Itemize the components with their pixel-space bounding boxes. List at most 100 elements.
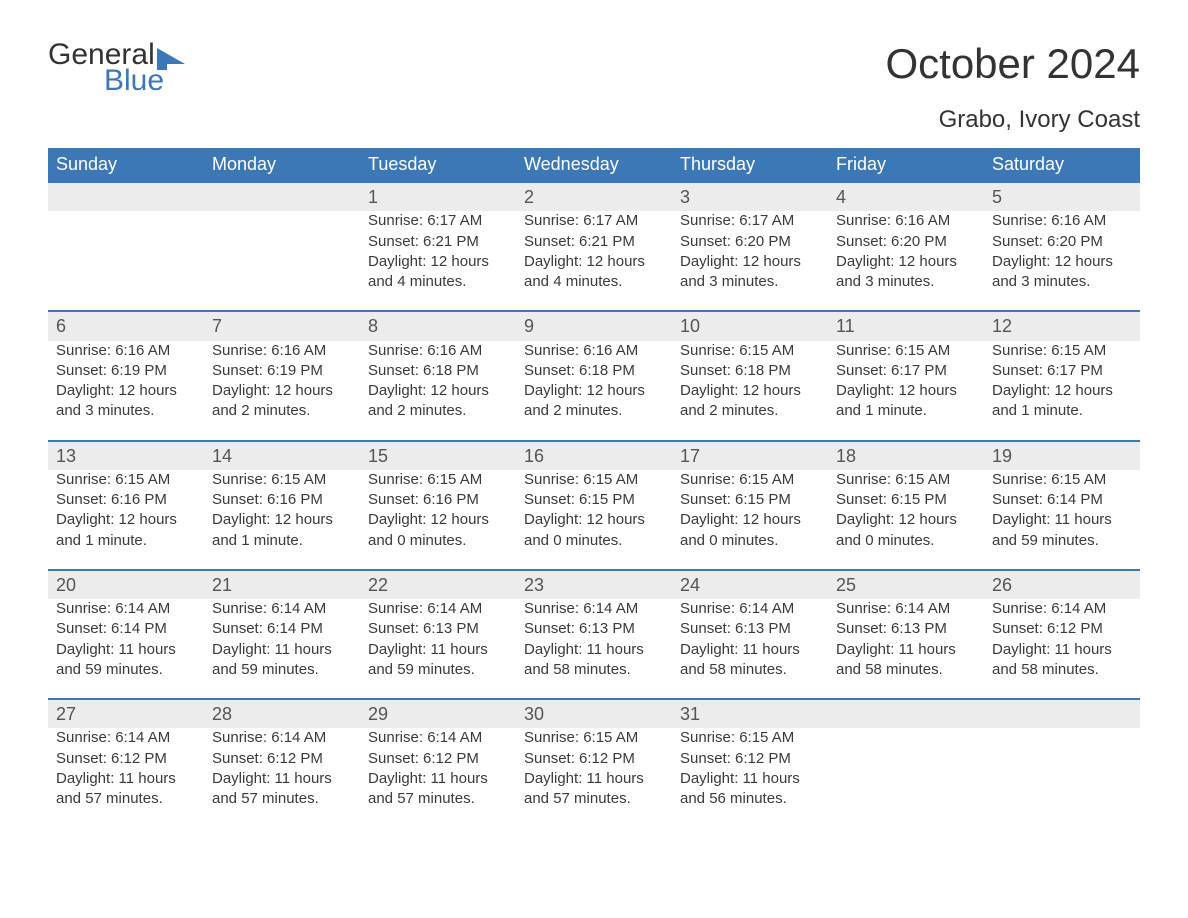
week-body-row: Sunrise: 6:14 AMSunset: 6:12 PMDaylight:…: [48, 728, 1140, 827]
day-number-cell: 11: [828, 311, 984, 340]
daylight-line: Daylight: 11 hours and 59 minutes.: [56, 640, 196, 681]
daylight-line: Daylight: 11 hours and 59 minutes.: [992, 510, 1132, 551]
day-body-cell: Sunrise: 6:14 AMSunset: 6:13 PMDaylight:…: [516, 599, 672, 699]
day-number-cell: [48, 182, 204, 211]
sunset-line: Sunset: 6:13 PM: [368, 619, 508, 639]
day-body-cell: Sunrise: 6:15 AMSunset: 6:17 PMDaylight:…: [828, 341, 984, 441]
sunrise-line: Sunrise: 6:14 AM: [368, 599, 508, 619]
sunrise-line: Sunrise: 6:14 AM: [836, 599, 976, 619]
day-body-cell: Sunrise: 6:14 AMSunset: 6:14 PMDaylight:…: [48, 599, 204, 699]
day-number-cell: 16: [516, 441, 672, 470]
day-number-cell: 3: [672, 182, 828, 211]
week-daynum-row: 12345: [48, 182, 1140, 211]
sunset-line: Sunset: 6:12 PM: [992, 619, 1132, 639]
sunrise-line: Sunrise: 6:16 AM: [56, 341, 196, 361]
sunset-line: Sunset: 6:16 PM: [56, 490, 196, 510]
sunset-line: Sunset: 6:19 PM: [56, 361, 196, 381]
day-body-cell: Sunrise: 6:14 AMSunset: 6:12 PMDaylight:…: [48, 728, 204, 827]
daylight-line: Daylight: 12 hours and 1 minute.: [992, 381, 1132, 422]
daylight-line: Daylight: 12 hours and 1 minute.: [836, 381, 976, 422]
sunset-line: Sunset: 6:15 PM: [524, 490, 664, 510]
week-body-row: Sunrise: 6:14 AM Sunset: 6:14 PM Daylight:…: [48, 599, 1140, 699]
location-label: Grabo, Ivory Coast: [48, 106, 1140, 134]
sunrise-line: Sunrise: 6:17 AM: [368, 211, 508, 231]
daylight-line: Daylight: 11 hours and 58 minutes.: [680, 640, 820, 681]
daylight-line: Daylight: 12 hours and 4 minutes.: [524, 252, 664, 293]
daylight-line: Daylight: 12 hours and 0 minutes.: [680, 510, 820, 551]
day-body-cell: Sunrise: 6:15 AMSunset: 6:16 PMDaylight:…: [48, 470, 204, 570]
daylight-line: Daylight: 12 hours and 2 minutes.: [368, 381, 508, 422]
sunrise-line: Sunrise: 6:14 AM: [992, 599, 1132, 619]
day-number-cell: 10: [672, 311, 828, 340]
day-number-cell: 14: [204, 441, 360, 470]
day-body-cell: Sunrise: 6:15 AMSunset: 6:14 PMDaylight:…: [984, 470, 1140, 570]
day-body-cell: [984, 728, 1140, 827]
day-number-cell: 17: [672, 441, 828, 470]
sunset-line: Sunset: 6:14 PM: [212, 619, 352, 639]
day-number-cell: 31: [672, 699, 828, 728]
day-body-cell: Sunrise: 6:16 AMSunset: 6:18 PMDaylight:…: [360, 341, 516, 441]
daylight-line: Daylight: 12 hours and 3 minutes.: [836, 252, 976, 293]
sunrise-line: Sunrise: 6:14 AM: [56, 728, 196, 748]
day-body-cell: Sunrise: 6:14 AMSunset: 6:12 PMDaylight:…: [984, 599, 1140, 699]
day-number-cell: 4: [828, 182, 984, 211]
sunset-line: Sunset: 6:20 PM: [836, 232, 976, 252]
day-number-cell: 9: [516, 311, 672, 340]
day-body-cell: Sunrise: 6:15 AMSunset: 6:16 PMDaylight:…: [204, 470, 360, 570]
daylight-line: Daylight: 11 hours and 57 minutes.: [212, 769, 352, 810]
daylight-line: Daylight: 12 hours and 3 minutes.: [680, 252, 820, 293]
sunrise-line: Sunrise: 6:15 AM: [680, 341, 820, 361]
daylight-line: Daylight: 11 hours and 57 minutes.: [524, 769, 664, 810]
daylight-line: Daylight: 11 hours and 58 minutes.: [992, 640, 1132, 681]
sunrise-line: Sunrise: 6:16 AM: [368, 341, 508, 361]
calendar-table: Sunday Monday Tuesday Wednesday Thursday…: [48, 148, 1140, 827]
sunset-line: Sunset: 6:15 PM: [836, 490, 976, 510]
sunset-line: Sunset: 6:18 PM: [368, 361, 508, 381]
week-body-row: Sunrise: 6:15 AMSunset: 6:16 PMDaylight:…: [48, 470, 1140, 570]
brand-logo: General Blue: [48, 40, 187, 98]
week-daynum-row: 6789101112: [48, 311, 1140, 340]
day-number-cell: 26: [984, 570, 1140, 599]
daylight-line: Daylight: 12 hours and 1 minute.: [56, 510, 196, 551]
day-body-cell: Sunrise: 6:15 AMSunset: 6:12 PMDaylight:…: [672, 728, 828, 827]
day-body-cell: [48, 211, 204, 311]
day-number-cell: [984, 699, 1140, 728]
sunset-line: Sunset: 6:16 PM: [212, 490, 352, 510]
day-number-cell: 12: [984, 311, 1140, 340]
week-body-row: Sunrise: 6:16 AMSunset: 6:19 PMDaylight:…: [48, 341, 1140, 441]
day-number-cell: 19: [984, 441, 1140, 470]
sunrise-line: Sunrise: 6:15 AM: [680, 728, 820, 748]
sunset-line: Sunset: 6:12 PM: [56, 749, 196, 769]
day-body-cell: Sunrise: 6:17 AMSunset: 6:20 PMDaylight:…: [672, 211, 828, 311]
day-number-cell: 15: [360, 441, 516, 470]
daylight-line: Daylight: 11 hours and 58 minutes.: [836, 640, 976, 681]
week-daynum-row: 13141516171819: [48, 441, 1140, 470]
day-body-cell: Sunrise: 6:15 AMSunset: 6:15 PMDaylight:…: [516, 470, 672, 570]
sunset-line: Sunset: 6:20 PM: [992, 232, 1132, 252]
col-monday: Monday: [204, 148, 360, 182]
day-body-cell: Sunrise: 6:16 AMSunset: 6:20 PMDaylight:…: [984, 211, 1140, 311]
sunrise-line: Sunrise: 6:17 AM: [524, 211, 664, 231]
sunrise-line: Sunrise: 6:14 AM: [680, 599, 820, 619]
sunset-line: Sunset: 6:20 PM: [680, 232, 820, 252]
day-number-cell: 21: [204, 570, 360, 599]
sunset-line: Sunset: 6:12 PM: [524, 749, 664, 769]
day-body-cell: Sunrise: 6:14 AMSunset: 6:12 PMDaylight:…: [360, 728, 516, 827]
week-daynum-row: 20212223242526: [48, 570, 1140, 599]
page-title: October 2024: [885, 40, 1140, 88]
sunrise-line: Sunrise: 6:14 AM: [56, 599, 196, 619]
day-body-cell: Sunrise: 6:17 AMSunset: 6:21 PMDaylight:…: [360, 211, 516, 311]
sunrise-line: Sunrise: 6:15 AM: [836, 470, 976, 490]
col-friday: Friday: [828, 148, 984, 182]
day-number-cell: 29: [360, 699, 516, 728]
sunrise-line: Sunrise: 6:16 AM: [524, 341, 664, 361]
calendar-body: 12345Sunrise: 6:17 AMSunset: 6:21 PMDayl…: [48, 182, 1140, 827]
day-number-cell: 25: [828, 570, 984, 599]
day-number-cell: 23: [516, 570, 672, 599]
week-body-row: Sunrise: 6:17 AMSunset: 6:21 PMDaylight:…: [48, 211, 1140, 311]
day-body-cell: Sunrise: 6:14 AMSunset: 6:13 PMDaylight:…: [360, 599, 516, 699]
sunrise-line: Sunrise: 6:15 AM: [212, 470, 352, 490]
day-body-cell: [204, 211, 360, 311]
sunrise-line: Sunrise: 6:15 AM: [992, 470, 1132, 490]
daylight-line: Daylight: 12 hours and 0 minutes.: [524, 510, 664, 551]
